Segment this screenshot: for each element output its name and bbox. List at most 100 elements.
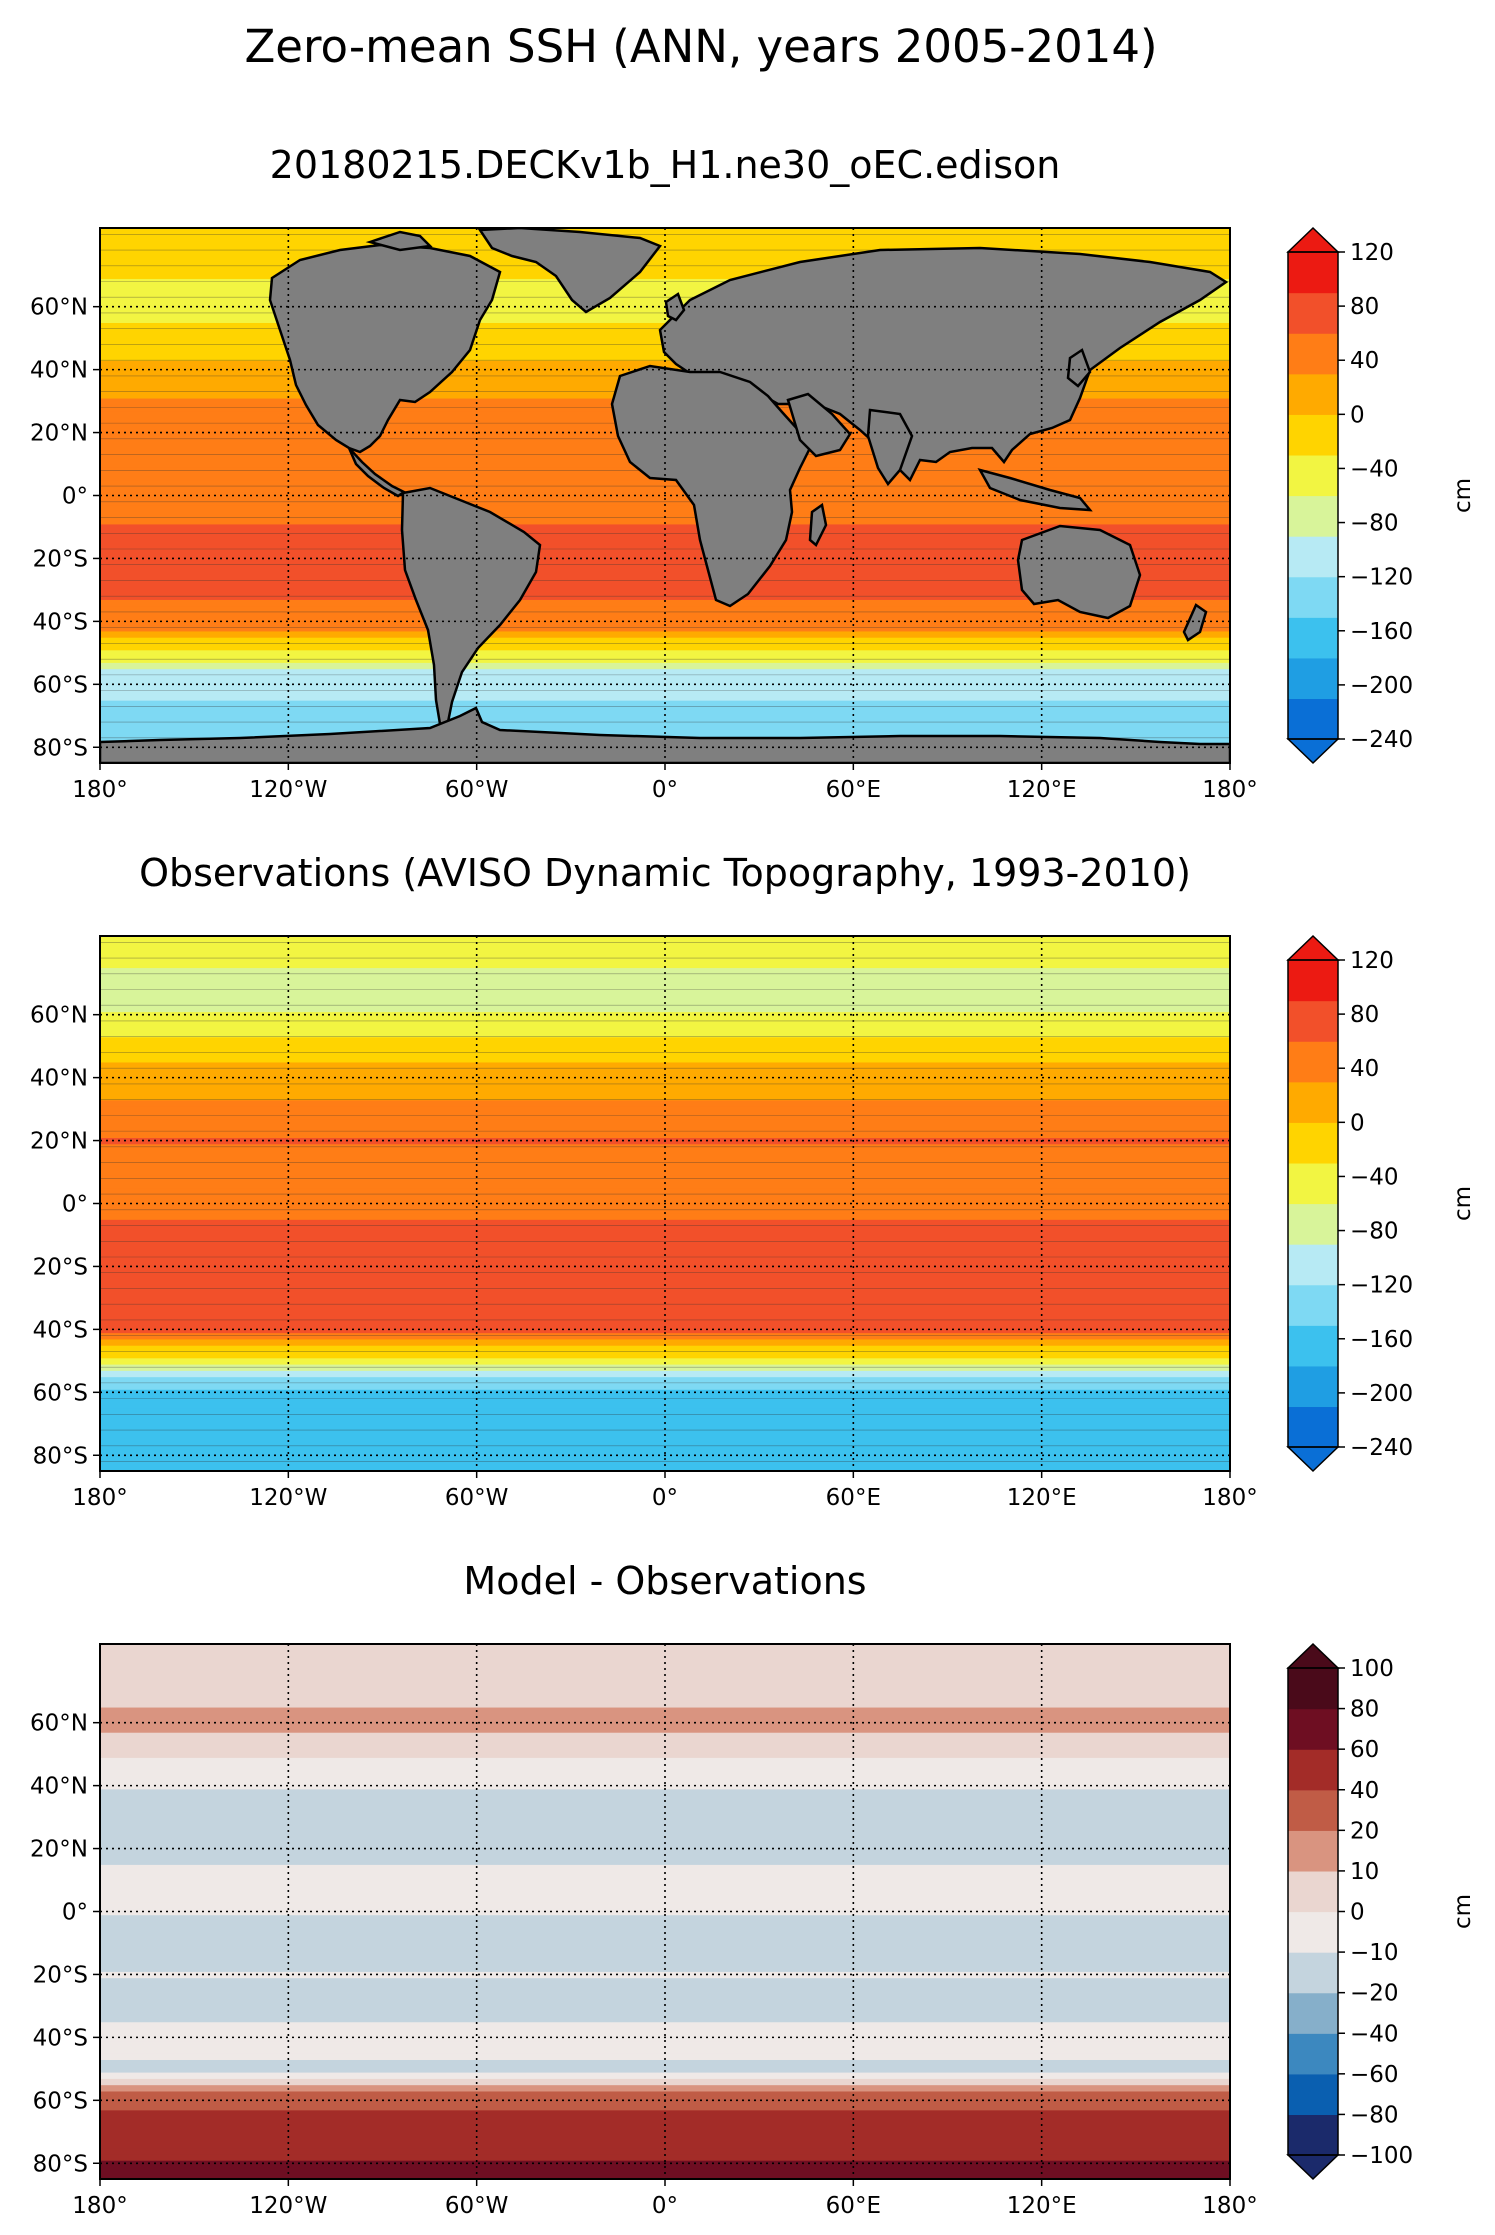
x-tick-label: 60°E: [826, 2193, 881, 2219]
x-tick-label: 180°: [72, 1485, 127, 1511]
field-band: [100, 986, 1230, 994]
field-band: [100, 1112, 1230, 1120]
field-band: [100, 1345, 1230, 1353]
field-band: [100, 662, 1230, 670]
field-band: [100, 980, 1230, 987]
field-band: [100, 1757, 1230, 1765]
y-tick-label: 20°N: [30, 1837, 88, 1863]
y-tick-label: 0°: [62, 484, 88, 510]
field-band: [100, 1187, 1230, 1195]
colorbar-extend-max: [1286, 1642, 1340, 1669]
field-band: [100, 1933, 1230, 1941]
field-band: [100, 731, 1230, 739]
field-band: [100, 1920, 1230, 1928]
colorbar-segment: [1288, 1081, 1338, 1123]
colorbar-segment: [1288, 1041, 1338, 1083]
y-tick-label: 40°N: [30, 1774, 88, 1800]
field-band: [100, 605, 1230, 613]
field-band: [100, 2040, 1230, 2048]
colorbar-tick-label: 80: [1350, 1697, 1379, 1723]
field-band: [100, 1244, 1230, 1252]
field-band: [100, 536, 1230, 544]
field-band: [100, 259, 1230, 267]
x-tick-label: 180°: [1202, 2193, 1257, 2219]
field-band: [100, 1105, 1230, 1113]
colorbar-tick-label: −120: [1350, 1273, 1413, 1299]
y-tick-label: 40°S: [33, 2025, 88, 2051]
field-band: [100, 2078, 1230, 2086]
field-band: [100, 1307, 1230, 1315]
field-band: [100, 942, 1230, 950]
field-band: [100, 1751, 1230, 1758]
field-band: [100, 2072, 1230, 2079]
field-band: [100, 1744, 1230, 1752]
x-tick-label: 0°: [652, 1485, 678, 1511]
colorbar-segment: [1288, 2073, 1338, 2116]
field-band: [100, 2002, 1230, 2010]
colorbar-segment: [1288, 373, 1338, 415]
field-band: [100, 936, 1230, 943]
colorbar: 120 80 40 0 −40 −80 −120 −160 −200 −240 cm: [1286, 226, 1476, 765]
colorbar-tick-label: −80: [1350, 511, 1399, 537]
field-band: [100, 1870, 1230, 1878]
x-tick-label: 60°E: [826, 1485, 881, 1511]
colorbar-tick-label: −40: [1350, 2021, 1399, 2047]
field-band: [100, 1662, 1230, 1670]
field-band: [100, 1181, 1230, 1189]
field-band: [100, 2128, 1230, 2136]
field-band: [100, 1769, 1230, 1777]
colorbar-tick-label: −200: [1350, 1381, 1413, 1407]
colorbar-segment: [1288, 1244, 1338, 1286]
field-band: [100, 1895, 1230, 1903]
y-tick-label: 80°S: [33, 735, 88, 761]
field-band: [100, 1043, 1230, 1050]
field-band: [100, 1952, 1230, 1960]
colorbar-tick-label: −80: [1350, 1219, 1399, 1245]
colorbar-tick-label: −100: [1350, 2143, 1413, 2169]
colorbar-segment: [1288, 617, 1338, 659]
field-band: [100, 1813, 1230, 1821]
colorbar-tick-label: −10: [1350, 1940, 1399, 1966]
x-tick-label: 120°E: [1007, 1485, 1077, 1511]
field-band: [100, 479, 1230, 487]
x-tick-label: 180°: [1202, 777, 1257, 803]
colorbar-segment: [1288, 333, 1338, 375]
colorbar-segment: [1288, 1870, 1338, 1913]
colorbar-tick-label: 20: [1350, 1818, 1379, 1844]
y-tick-label: 40°N: [30, 1066, 88, 1092]
field-band: [100, 1889, 1230, 1897]
field-band: [100, 1669, 1230, 1677]
field-band: [100, 1087, 1230, 1094]
x-tick-label: 60°E: [826, 777, 881, 803]
colorbar-segment: [1288, 2033, 1338, 2075]
field-band: [100, 2166, 1230, 2174]
field-band: [100, 2009, 1230, 2016]
colorbar-segment: [1288, 1365, 1338, 1408]
field-band: [100, 1826, 1230, 1834]
colorbar-extend-max: [1286, 226, 1340, 253]
field-band: [100, 649, 1230, 657]
colorbar-segment: [1288, 414, 1338, 456]
colorbar-tick-label: −160: [1350, 1327, 1413, 1353]
y-tick-label: 80°S: [33, 2151, 88, 2177]
colorbar-tick-label: 80: [1350, 1002, 1379, 1028]
field-band: [100, 1313, 1230, 1321]
field-band: [100, 1194, 1230, 1201]
x-tick-label: 0°: [652, 777, 678, 803]
field-band: [100, 1946, 1230, 1954]
field-band: [100, 2021, 1230, 2029]
field-band: [100, 961, 1230, 969]
field-band: [100, 2053, 1230, 2061]
field-band: [100, 2046, 1230, 2054]
colorbar-tick-label: −20: [1350, 1981, 1399, 2007]
colorbar-tick-label: 10: [1350, 1859, 1379, 1885]
x-tick-label: 120°E: [1007, 777, 1077, 803]
field-band: [100, 504, 1230, 512]
field-band: [100, 1656, 1230, 1664]
colorbar: 120 80 40 0 −40 −80 −120 −160 −200 −240 cm: [1286, 934, 1476, 1473]
field-band: [100, 1433, 1230, 1441]
field-band: [100, 2134, 1230, 2142]
field-band: [100, 1118, 1230, 1126]
colorbar-segment: [1288, 698, 1338, 740]
